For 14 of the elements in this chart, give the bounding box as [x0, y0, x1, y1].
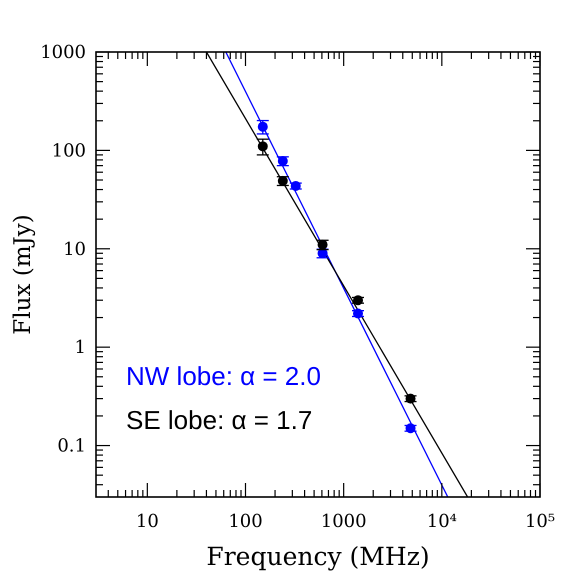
y-tick-label: 1000 [40, 42, 86, 63]
text: NW lobe: α = 2.0 [126, 361, 321, 391]
y-tick-label: 1 [74, 337, 86, 358]
y-axis-title: Flux (mJy) [10, 214, 36, 335]
text: SE lobe: α = 1.7 [126, 405, 312, 435]
y-tick-label: 0.1 [57, 436, 86, 457]
x-tick-label: 10⁵ [524, 511, 556, 532]
x-tick-label: 10 [136, 511, 159, 532]
y-tick-label: 10 [63, 238, 86, 260]
x-axis-title: Frequency (MHz) [206, 542, 430, 571]
x-tick-label: 100 [228, 511, 263, 532]
y-tick-label: 100 [52, 140, 86, 162]
x-tick-label: 1000 [320, 511, 367, 532]
x-tick-label: 10⁴ [426, 511, 457, 532]
